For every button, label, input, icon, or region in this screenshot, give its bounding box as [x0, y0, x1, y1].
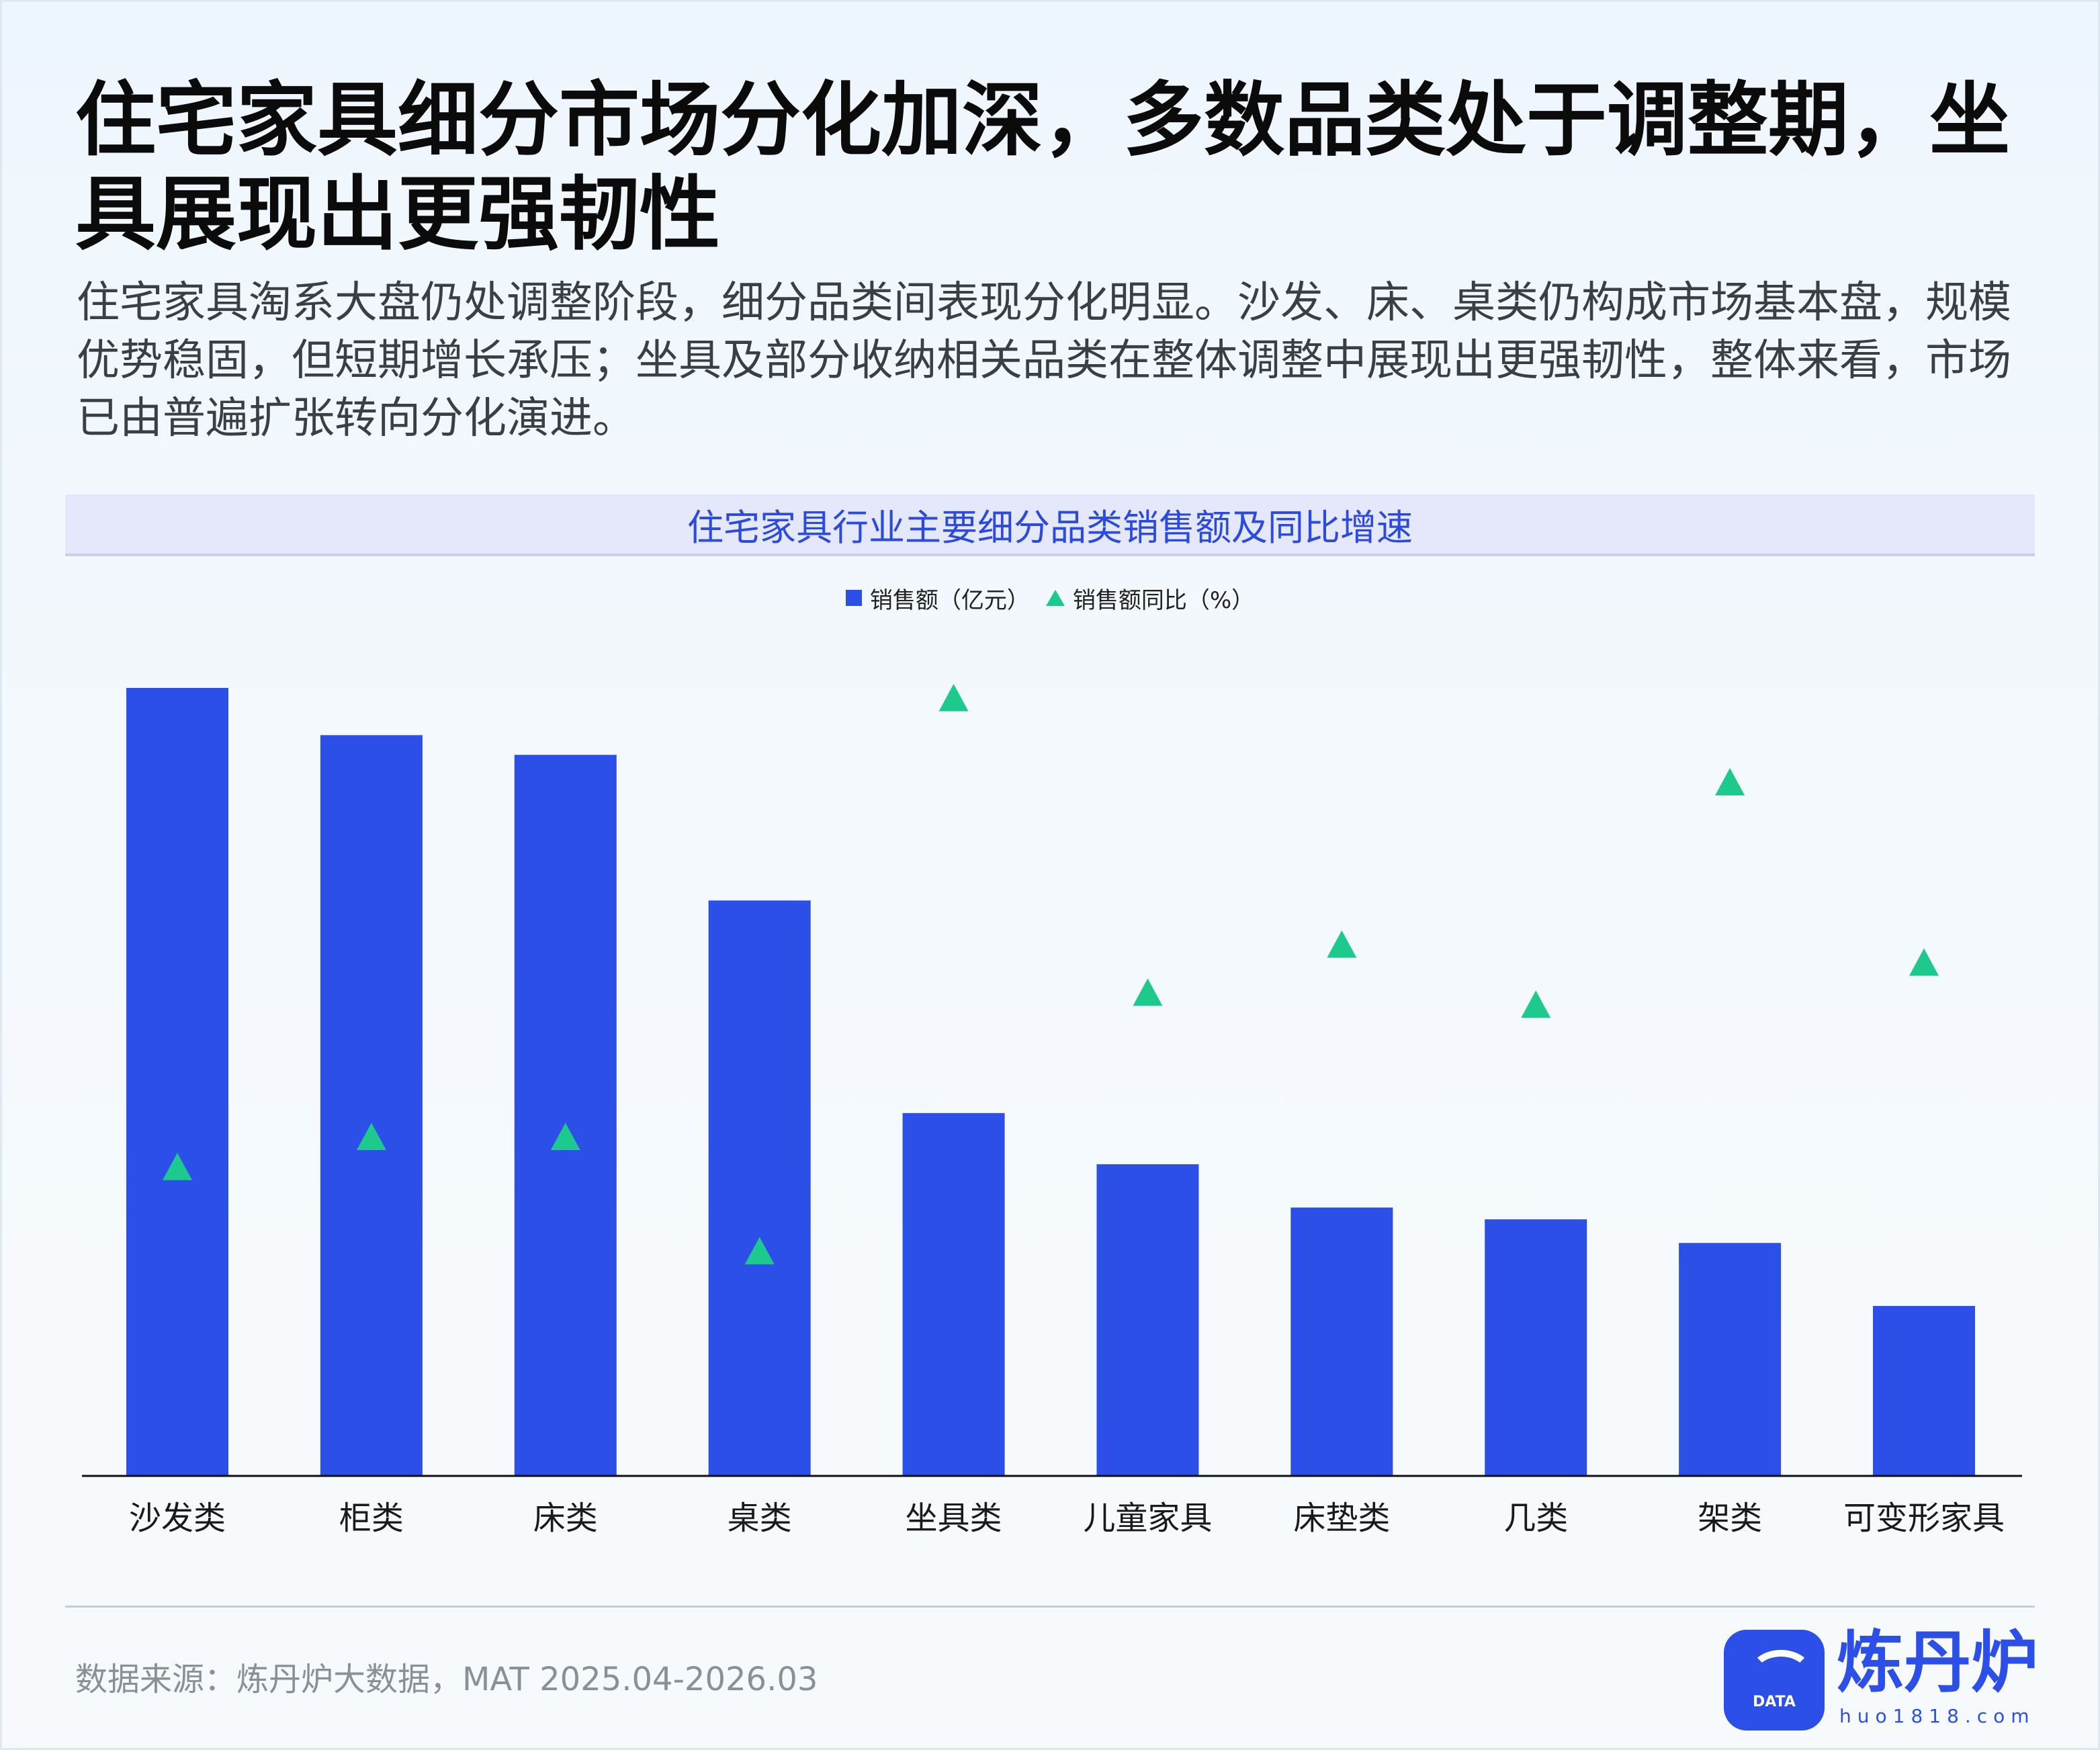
bar-3 [708, 900, 811, 1475]
chart-title: 住宅家具行业主要细分品类销售额及同比增速 [687, 506, 1413, 549]
legend-item-yoy: 销售额同比（%） [1045, 582, 1255, 615]
legend-item-sales: 销售额（亿元） [845, 582, 1030, 615]
yoy-marker-9 [1909, 948, 1939, 976]
bar-7 [1485, 1219, 1587, 1475]
page-subtitle: 住宅家具淘系大盘仍处调整阶段，细分品类间表现分化明显。沙发、床、桌类仍构成市场基… [77, 278, 2011, 443]
bar-6 [1290, 1207, 1393, 1475]
yoy-marker-0 [163, 1153, 192, 1180]
yoy-marker-8 [1715, 768, 1745, 795]
bar-1 [320, 735, 423, 1475]
chart-title-banner: 住宅家具行业主要细分品类销售额及同比增速 [65, 494, 2035, 556]
yoy-marker-2 [550, 1123, 580, 1151]
yoy-marker-5 [1133, 978, 1163, 1006]
logo-badge-icon: DATA [1724, 1630, 1825, 1731]
bar-8 [1679, 1243, 1782, 1475]
bar-4 [902, 1112, 1005, 1475]
yoy-marker-7 [1521, 990, 1551, 1018]
chart-legend: 销售额（亿元） 销售额同比（%） [0, 579, 2100, 617]
legend-label-sales: 销售额（亿元） [869, 586, 1030, 614]
x-tick-label-3: 桌类 [728, 1499, 792, 1537]
bar-9 [1873, 1306, 1975, 1475]
yoy-marker-1 [356, 1123, 386, 1151]
logo-url: huo1818.com [1839, 1705, 2036, 1727]
data-source: 数据来源：炼丹炉大数据，MAT 2025.04-2026.03 [75, 1661, 818, 1698]
yoy-marker-3 [744, 1237, 775, 1265]
x-tick-label-0: 沙发类 [129, 1499, 226, 1537]
x-tick-label-4: 坐具类 [906, 1499, 1002, 1537]
bar-0 [126, 688, 228, 1475]
x-tick-label-2: 床类 [533, 1499, 598, 1537]
x-tick-label-5: 儿童家具 [1083, 1499, 1212, 1537]
page-title: 住宅家具细分市场分化加深，多数品类处于调整期，坐具展现出更强韧性 [75, 74, 2010, 261]
chart-plot: 沙发类 柜类 床类 桌类 坐具类 儿童家具 床垫类 几类 架类 可变形家具 [82, 684, 2022, 1537]
logo-arc-icon [1749, 1650, 1812, 1697]
x-tick-label-9: 可变形家具 [1843, 1499, 2005, 1537]
x-tick-label-8: 架类 [1698, 1499, 1762, 1537]
yoy-marker-6 [1327, 930, 1357, 958]
bar-2 [514, 754, 617, 1475]
x-tick-label-6: 床垫类 [1293, 1499, 1390, 1537]
brand-logo: DATA 炼丹炉 huo1818.com [1724, 1626, 2040, 1731]
footer-divider [65, 1606, 2035, 1608]
bar-5 [1096, 1164, 1199, 1475]
x-tick-label-1: 柜类 [339, 1499, 404, 1537]
yoy-marker-4 [938, 684, 969, 711]
legend-label-yoy: 销售额同比（%） [1072, 586, 1255, 614]
x-tick-label-7: 几类 [1503, 1499, 1568, 1537]
legend-triangle-icon [1045, 590, 1065, 606]
legend-square-icon [845, 590, 862, 606]
logo-name: 炼丹炉 [1837, 1623, 2038, 1702]
